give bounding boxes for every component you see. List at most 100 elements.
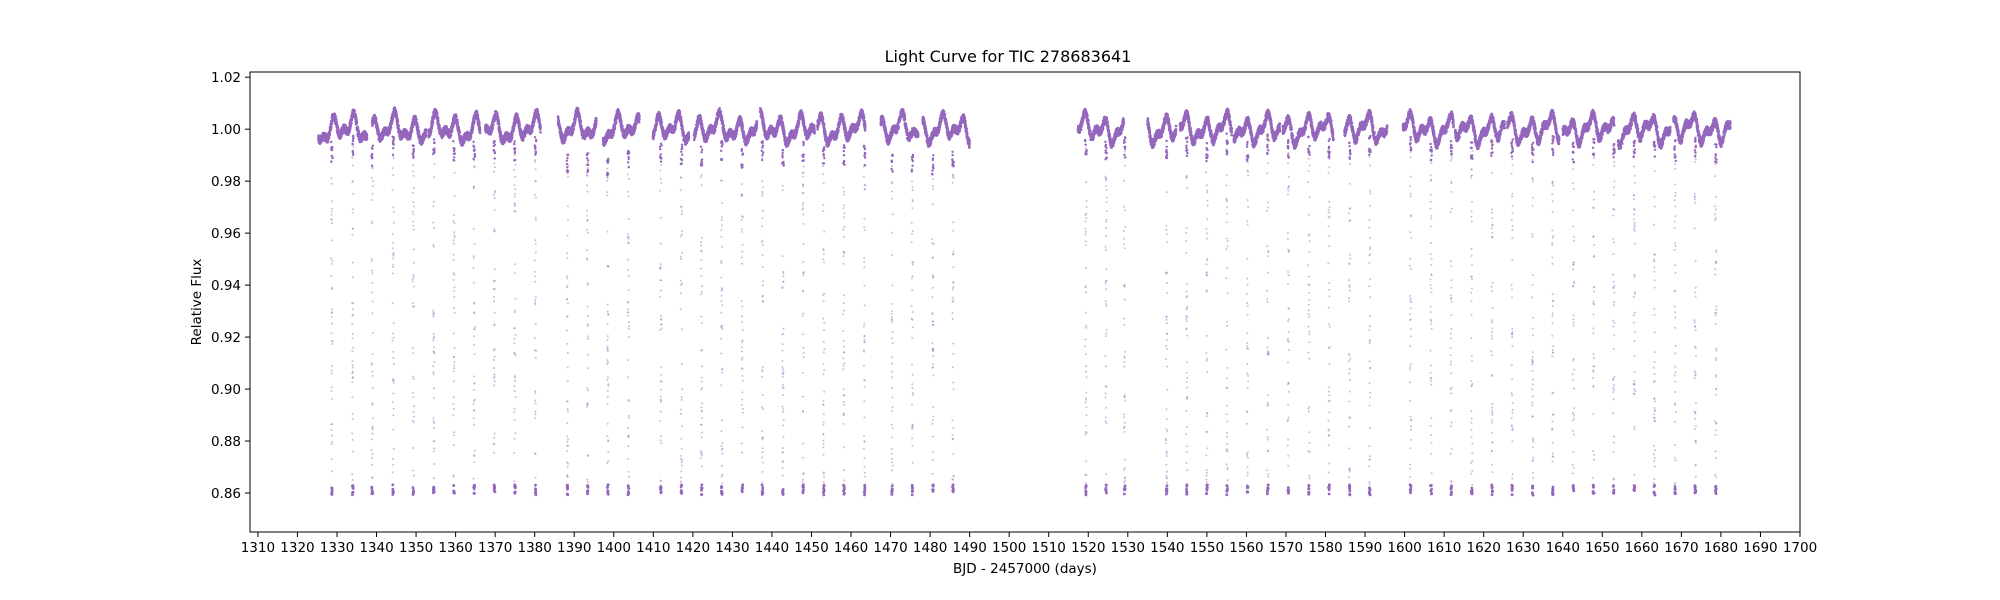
flux-point	[539, 126, 542, 129]
flux-point	[679, 113, 682, 116]
flux-point	[496, 112, 499, 115]
flux-point	[438, 124, 441, 127]
flux-point	[397, 124, 400, 127]
flux-point	[538, 119, 541, 122]
flux-point	[388, 132, 391, 135]
data-points	[317, 106, 1732, 496]
flux-point	[577, 107, 580, 110]
flux-point	[743, 133, 746, 136]
flux-point	[350, 122, 353, 125]
flux-point	[366, 137, 369, 140]
flux-point	[349, 125, 352, 128]
flux-point	[763, 127, 766, 130]
flux-point	[539, 131, 542, 134]
flux-point	[537, 110, 540, 113]
flux-point	[512, 130, 515, 133]
chart-title: Light Curve for TIC 278683641	[885, 47, 1132, 66]
flux-point	[425, 129, 428, 132]
flux-point	[366, 134, 369, 137]
flux-point	[397, 120, 400, 123]
flux-point	[614, 127, 617, 130]
flux-point	[580, 121, 583, 124]
flux-point	[513, 127, 516, 130]
flux-point	[701, 123, 704, 126]
flux-point	[688, 135, 691, 138]
flux-point	[754, 133, 757, 136]
flux-point	[723, 128, 726, 131]
flux-point	[411, 129, 414, 132]
flux-point	[714, 129, 717, 132]
flux-point	[329, 133, 332, 136]
flux-point	[638, 118, 641, 121]
flux-point	[472, 128, 475, 131]
flux-point	[376, 124, 379, 127]
flux-point	[674, 124, 677, 127]
flux-point	[450, 134, 453, 137]
flux-point	[390, 126, 393, 129]
flux-point	[682, 131, 685, 134]
flux-point	[353, 109, 356, 112]
flux-point	[455, 115, 458, 118]
flux-point	[756, 120, 759, 123]
flux-point	[473, 120, 476, 123]
flux-point	[389, 129, 392, 132]
flux-point	[418, 131, 421, 134]
flux-point	[595, 117, 598, 120]
flux-point	[479, 132, 482, 135]
flux-point	[492, 124, 495, 127]
flux-point	[743, 131, 746, 134]
flux-point	[511, 136, 514, 139]
flux-point	[498, 123, 501, 126]
flux-point	[652, 138, 655, 141]
flux-point	[478, 121, 481, 124]
flux-point	[695, 132, 698, 135]
flux-point	[696, 125, 699, 128]
flux-point	[638, 114, 641, 117]
flux-point	[634, 126, 637, 129]
flux-point	[735, 133, 738, 136]
flux-point	[499, 127, 502, 130]
flux-point	[580, 125, 583, 128]
flux-point	[621, 125, 624, 128]
flux-point	[492, 127, 495, 130]
flux-point	[511, 133, 514, 136]
flux-point	[355, 116, 358, 119]
flux-point	[653, 133, 656, 136]
flux-point	[519, 124, 522, 127]
flux-point	[457, 122, 460, 125]
flux-point	[331, 122, 334, 125]
flux-point	[572, 128, 575, 131]
flux-point	[334, 115, 337, 118]
flux-point	[720, 110, 723, 113]
flux-point	[375, 119, 378, 122]
flux-point	[357, 127, 360, 130]
flux-point	[458, 131, 461, 134]
flux-point	[736, 128, 739, 131]
flux-point	[615, 120, 618, 123]
flux-point	[451, 129, 454, 132]
flux-point	[479, 128, 482, 131]
flux-point	[595, 119, 598, 122]
flux-point	[762, 119, 765, 122]
flux-point	[579, 116, 582, 119]
flux-point	[635, 122, 638, 125]
flux-point	[620, 121, 623, 124]
flux-point	[613, 131, 616, 134]
flux-point	[718, 107, 721, 110]
flux-point	[638, 121, 641, 124]
flux-point	[742, 127, 745, 130]
flux-point	[531, 129, 534, 132]
flux-point	[756, 124, 759, 127]
flux-point	[755, 127, 758, 130]
flux-point	[559, 128, 562, 131]
flux-point	[661, 121, 664, 124]
flux-point	[721, 116, 724, 119]
flux-point	[478, 123, 481, 126]
flux-point	[518, 122, 521, 125]
flux-point	[696, 128, 699, 131]
flux-point	[415, 118, 418, 121]
flux-point	[595, 122, 598, 125]
flux-point	[356, 120, 359, 123]
flux-point	[534, 117, 537, 120]
flux-point	[437, 120, 440, 123]
